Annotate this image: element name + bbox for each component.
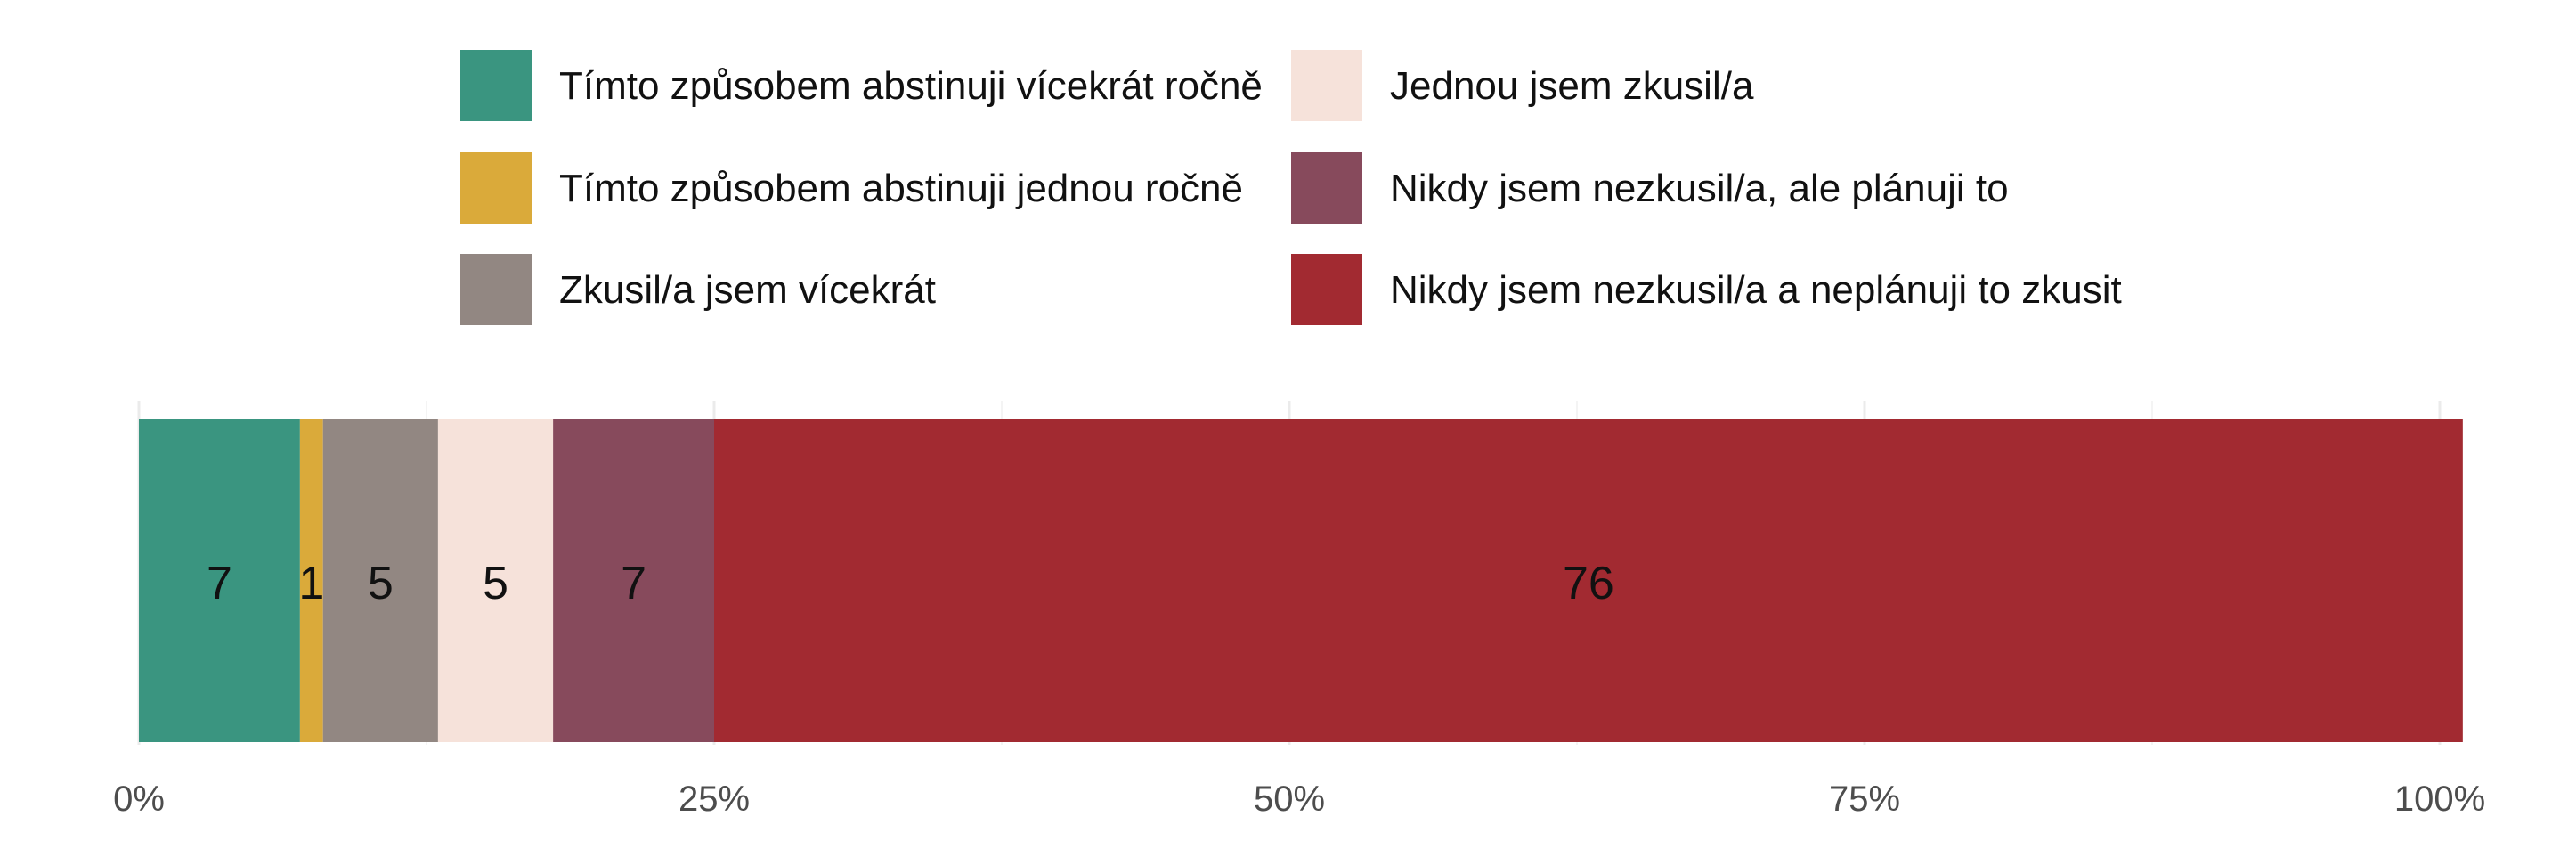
legend-item: Jednou jsem zkusil/a [1291, 50, 1754, 121]
segment-value-label: 5 [483, 558, 508, 609]
legend-label: Zkusil/a jsem vícekrát [559, 268, 936, 312]
bar-segment [299, 419, 323, 742]
legend-label: Nikdy jsem nezkusil/a, ale plánuji to [1390, 167, 2009, 210]
bar-segment [553, 419, 714, 742]
legend-key [460, 50, 532, 121]
segment-value-label: 76 [1563, 558, 1614, 609]
segment-value-label: 5 [368, 558, 394, 609]
bar-segment [714, 419, 2463, 742]
x-tick-label: 75% [1829, 780, 1900, 819]
legend-item: Nikdy jsem nezkusil/a, ale plánuji to [1291, 152, 2009, 224]
legend-item: Nikdy jsem nezkusil/a a neplánuji to zku… [1291, 254, 2122, 325]
legend-label: Tímto způsobem abstinuji vícekrát ročně [559, 64, 1263, 108]
segment-value-label: 1 [298, 558, 324, 609]
legend: Tímto způsobem abstinuji vícekrát ročně T… [460, 50, 2122, 325]
bar-segment [322, 419, 438, 742]
legend-item: Tímto způsobem abstinuji vícekrát ročně [460, 50, 1263, 121]
bar-segment [139, 419, 300, 742]
segment-value-label: 7 [621, 558, 646, 609]
legend-key [1291, 50, 1362, 121]
legend-label: Tímto způsobem abstinuji jednou ročně [559, 167, 1243, 210]
legend-key [460, 254, 532, 325]
x-tick-label: 0% [113, 780, 165, 819]
bar-segment [437, 419, 554, 742]
legend-key [1291, 152, 1362, 224]
legend-key [1291, 254, 1362, 325]
legend-label: Nikdy jsem nezkusil/a a neplánuji to zku… [1390, 268, 2122, 312]
bar-segments [139, 419, 2463, 742]
segment-labels: 7 1 5 5 7 76 [207, 558, 1614, 609]
x-tick-label: 50% [1254, 780, 1325, 819]
legend-item: Zkusil/a jsem vícekrát [460, 254, 936, 325]
legend-label: Jednou jsem zkusil/a [1390, 64, 1754, 108]
x-axis-ticks: 0% 25% 50% 75% 100% [113, 780, 2485, 819]
x-tick-label: 25% [679, 780, 750, 819]
legend-key [460, 152, 532, 224]
x-tick-label: 100% [2394, 780, 2485, 819]
segment-value-label: 7 [207, 558, 232, 609]
legend-item: Tímto způsobem abstinuji jednou ročně [460, 152, 1243, 224]
